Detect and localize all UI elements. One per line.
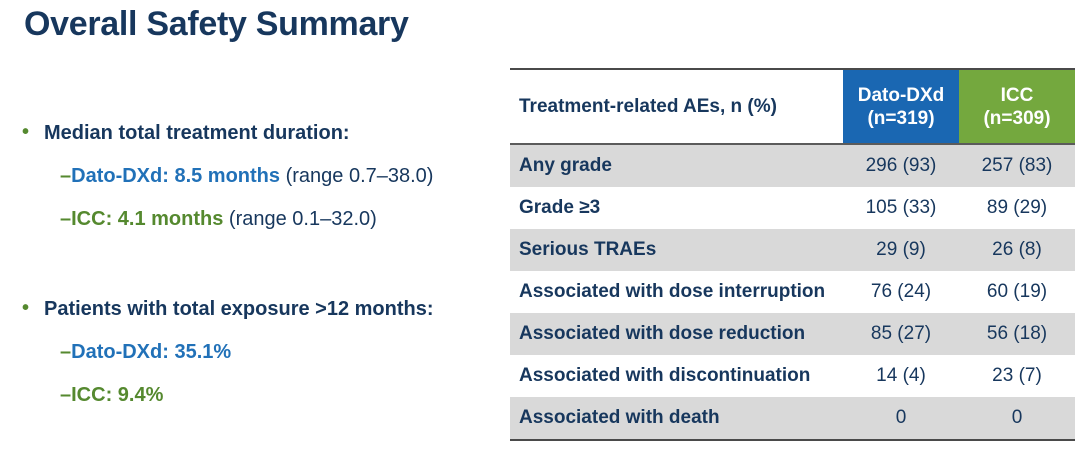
page-title: Overall Safety Summary [24,5,409,43]
dato-value: 76 (24) [870,281,932,302]
icc-value: 56 (18) [986,323,1048,344]
summary-bullets: • Median total treatment duration: –Dato-… [22,121,502,407]
table-row: Grade ≥3 105 (33) 89 (29) [510,187,1075,229]
dato-duration-value: Dato-DXd: 8.5 months [71,165,281,187]
dato-value: 105 (33) [865,197,937,218]
row-label: Any grade [519,155,612,176]
bullet-icon: • [22,121,30,143]
table-header-icc: ICC (n=309) [959,70,1075,143]
table-row: Any grade 296 (93) 257 (83) [510,145,1075,187]
dash-icon: – [60,341,72,363]
bullet-heading-label: Median total treatment duration: [44,122,350,144]
row-label: Associated with death [519,407,720,428]
icc-value: 89 (29) [986,197,1048,218]
table-header-label: Treatment-related AEs, n (%) [510,70,843,143]
table-row: Serious TRAEs 29 (9) 26 (8) [510,229,1075,271]
dato-value: 0 [895,407,907,428]
row-label: Grade ≥3 [519,197,601,218]
icc-value: 26 (8) [992,239,1042,260]
row-label: Associated with dose interruption [519,281,826,302]
table-row: Associated with death 0 0 [510,397,1075,439]
sub-bullet-dato-duration: –Dato-DXd: 8.5 months (range 0.7–38.0) [22,164,502,188]
icc-value: 60 (19) [986,281,1048,302]
sub-bullet-icc-exposure: –ICC: 9.4% [22,383,502,407]
sub-bullet-icc-duration: –ICC: 4.1 months (range 0.1–32.0) [22,207,502,231]
safety-summary-table: Treatment-related AEs, n (%) Dato-DXd (n… [510,68,1075,441]
row-label: Associated with dose reduction [519,323,806,344]
dato-value: 14 (4) [876,365,926,386]
table-header-dato-dxd: Dato-DXd (n=319) [843,70,959,143]
table-row: Associated with dose interruption 76 (24… [510,271,1075,313]
table-row: Associated with dose reduction 85 (27) 5… [510,313,1075,355]
row-label: Associated with discontinuation [519,365,811,386]
dash-icon: – [60,208,72,230]
dash-icon: – [60,384,72,406]
dato-duration-range: (range 0.7–38.0) [280,165,434,187]
bullet-heading-label: Patients with total exposure >12 months: [44,298,434,320]
icc-duration-value: ICC: 4.1 months [71,208,224,230]
bullet-heading-treatment-duration: • Median total treatment duration: [22,121,502,145]
dato-exposure-value: Dato-DXd: 35.1% [71,341,232,363]
table-row: Associated with discontinuation 14 (4) 2… [510,355,1075,397]
dato-value: 29 (9) [876,239,926,260]
icc-duration-range: (range 0.1–32.0) [223,208,377,230]
sub-bullet-dato-exposure: –Dato-DXd: 35.1% [22,340,502,364]
dato-value: 85 (27) [870,323,932,344]
bullet-icon: • [22,297,30,319]
bullet-heading-exposure: • Patients with total exposure >12 months… [22,297,502,321]
dato-value: 296 (93) [865,155,937,176]
dash-icon: – [60,165,72,187]
icc-value: 257 (83) [981,155,1053,176]
table-header-row: Treatment-related AEs, n (%) Dato-DXd (n… [510,70,1075,145]
icc-value: 0 [1011,407,1023,428]
icc-value: 23 (7) [992,365,1042,386]
icc-exposure-value: ICC: 9.4% [71,384,164,406]
row-label: Serious TRAEs [519,239,657,260]
